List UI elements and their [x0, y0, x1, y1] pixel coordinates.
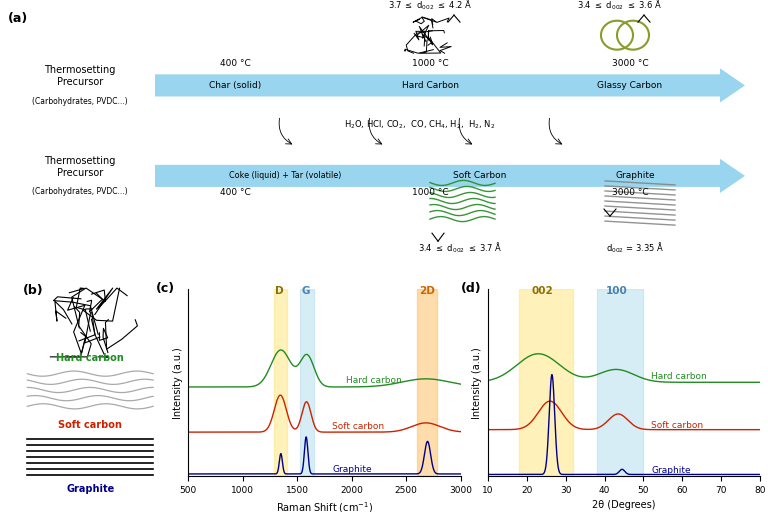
Text: Glassy Carbon: Glassy Carbon	[598, 81, 663, 90]
Text: Soft carbon: Soft carbon	[58, 420, 122, 430]
Text: 1000 °C: 1000 °C	[412, 188, 449, 197]
Text: 100: 100	[605, 286, 627, 295]
Text: 2D: 2D	[419, 286, 435, 296]
Text: Graphite: Graphite	[651, 466, 691, 475]
Y-axis label: Intensity (a.u.): Intensity (a.u.)	[472, 347, 482, 419]
Text: 3.4 $\leq$ d$_{002}$ $\leq$ 3.6 Å: 3.4 $\leq$ d$_{002}$ $\leq$ 3.6 Å	[578, 0, 663, 12]
Text: Thermosetting: Thermosetting	[45, 156, 116, 166]
Text: (b): (b)	[23, 284, 44, 297]
Text: Graphite: Graphite	[615, 172, 655, 180]
Text: d$_{002}$ = 3.35 Å: d$_{002}$ = 3.35 Å	[606, 240, 664, 255]
Text: (Carbohydrates, PVDC...): (Carbohydrates, PVDC...)	[32, 97, 127, 105]
Text: Hard carbon: Hard carbon	[346, 375, 402, 385]
Bar	[417, 289, 437, 476]
Text: 3.4 $\leq$ d$_{002}$ $\leq$ 3.7 Å: 3.4 $\leq$ d$_{002}$ $\leq$ 3.7 Å	[418, 240, 502, 255]
Text: (Carbohydrates, PVDC...): (Carbohydrates, PVDC...)	[32, 187, 127, 196]
Text: Char (solid): Char (solid)	[209, 81, 261, 90]
Text: 002: 002	[531, 286, 553, 295]
Text: G: G	[301, 286, 310, 296]
Text: Coke (liquid) + Tar (volatile): Coke (liquid) + Tar (volatile)	[229, 172, 341, 180]
Text: 1000 °C: 1000 °C	[412, 59, 449, 68]
X-axis label: Raman Shift (cm$^{-1}$): Raman Shift (cm$^{-1}$)	[276, 500, 373, 512]
Text: (c): (c)	[155, 282, 174, 295]
X-axis label: 2θ (Degrees): 2θ (Degrees)	[592, 500, 656, 510]
Text: H$_2$O, HCl, CO$_2$,  CO, CH$_4$, H$_2$,  H$_2$, N$_2$: H$_2$O, HCl, CO$_2$, CO, CH$_4$, H$_2$, …	[344, 119, 495, 131]
Text: Precursor: Precursor	[57, 168, 103, 178]
Text: 3000 °C: 3000 °C	[611, 59, 648, 68]
Text: 400 °C: 400 °C	[220, 59, 250, 68]
Text: Soft Carbon: Soft Carbon	[453, 172, 507, 180]
Text: (a): (a)	[8, 12, 28, 25]
Polygon shape	[155, 159, 745, 193]
Text: Graphite: Graphite	[332, 465, 372, 474]
Text: Thermosetting: Thermosetting	[45, 66, 116, 75]
Text: Precursor: Precursor	[57, 77, 103, 88]
Bar	[519, 289, 574, 476]
Text: Soft carbon: Soft carbon	[651, 421, 703, 430]
Text: 3000 °C: 3000 °C	[611, 188, 648, 197]
Bar	[597, 289, 644, 476]
Text: Soft carbon: Soft carbon	[332, 422, 384, 431]
Bar	[274, 289, 287, 476]
Text: 400 °C: 400 °C	[220, 188, 250, 197]
Text: Graphite: Graphite	[66, 484, 114, 495]
Polygon shape	[155, 68, 745, 102]
Text: Hard carbon: Hard carbon	[651, 372, 707, 381]
Text: Hard carbon: Hard carbon	[56, 353, 124, 363]
Text: 3.7 $\leq$ d$_{002}$ $\leq$ 4.2 Å: 3.7 $\leq$ d$_{002}$ $\leq$ 4.2 Å	[388, 0, 472, 12]
Y-axis label: Intensity (a.u.): Intensity (a.u.)	[173, 347, 183, 419]
Bar	[300, 289, 313, 476]
Text: D: D	[276, 286, 284, 296]
Text: Hard Carbon: Hard Carbon	[402, 81, 458, 90]
Text: (d): (d)	[460, 282, 481, 295]
